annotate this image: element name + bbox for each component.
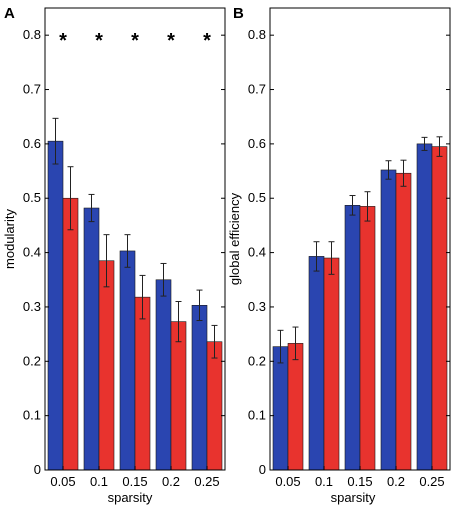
panel-letter: A	[4, 5, 15, 22]
bar-series-1-0.25	[191, 305, 208, 471]
bar-series-1-0.15	[344, 205, 361, 471]
y-tick-label: 0.4	[23, 245, 41, 260]
y-tick-label: 0.1	[248, 408, 266, 423]
y-tick-label: 0	[259, 462, 266, 477]
bar-series-1-0.25	[416, 143, 433, 471]
significance-star: *	[167, 30, 175, 52]
bar-series-1-0.05	[47, 140, 64, 471]
bar-series-1-0.1	[83, 207, 100, 471]
x-tick-label: 0.15	[347, 474, 372, 489]
y-tick-label: 0.5	[23, 190, 41, 205]
y-tick-label: 0.1	[23, 408, 41, 423]
y-tick-label: 0.2	[248, 353, 266, 368]
significance-star: *	[131, 30, 139, 52]
y-tick-label: 0.2	[23, 353, 41, 368]
bar-series-2-0.1	[323, 257, 340, 471]
significance-star: *	[59, 30, 67, 52]
bar-series-2-0.25	[206, 341, 223, 471]
y-tick-label: 0.6	[248, 136, 266, 151]
bar-series-2-0.15	[134, 296, 151, 471]
bar-series-1-0.05	[272, 346, 289, 471]
x-tick-label: 0.1	[315, 474, 333, 489]
bar-series-1-0.2	[380, 169, 397, 471]
y-tick-label: 0.8	[23, 27, 41, 42]
x-tick-label: 0.15	[122, 474, 147, 489]
y-tick-label: 0.5	[248, 190, 266, 205]
y-tick-label: 0.7	[23, 82, 41, 97]
y-tick-label: 0.7	[248, 82, 266, 97]
x-axis-label: sparsity	[108, 490, 153, 505]
bar-series-2-0.2	[170, 321, 187, 471]
y-tick-label: 0.3	[248, 299, 266, 314]
x-tick-label: 0.25	[194, 474, 219, 489]
panel-letter: B	[233, 5, 244, 22]
significance-star: *	[203, 30, 211, 52]
bar-series-2-0.25	[431, 146, 448, 471]
x-tick-label: 0.2	[162, 474, 180, 489]
bar-series-1-0.2	[155, 279, 172, 471]
significance-star: *	[95, 30, 103, 52]
bar-series-2-0.15	[359, 206, 376, 471]
y-tick-label: 0	[34, 462, 41, 477]
x-tick-label: 0.25	[419, 474, 444, 489]
bar-series-2-0.1	[98, 260, 115, 471]
bar-series-2-0.2	[395, 172, 412, 471]
x-tick-label: 0.2	[387, 474, 405, 489]
bar-series-2-0.05	[287, 343, 304, 471]
x-axis-label: sparsity	[331, 490, 376, 505]
bar-series-1-0.15	[119, 250, 136, 471]
y-axis-label: global efficiency	[227, 192, 242, 285]
y-tick-label: 0.4	[248, 245, 266, 260]
x-tick-label: 0.05	[275, 474, 300, 489]
y-tick-label: 0.6	[23, 136, 41, 151]
x-tick-label: 0.1	[90, 474, 108, 489]
y-tick-label: 0.3	[23, 299, 41, 314]
chart-panel-a: 0 0.1 0.2 0.3 0.4 0.5 0.6 0.7 0.8 0.05 0.1 0.15 0.2 0…	[2, 5, 226, 505]
chart-panel-b: 0 0.1 0.2 0.3 0.4 0.5 0.6 0.7 0.8 0.05 0.1 0.15 0.2 0…	[227, 5, 451, 505]
x-tick-label: 0.05	[50, 474, 75, 489]
bar-series-1-0.1	[308, 256, 325, 471]
bar-series-2-0.05	[62, 197, 79, 471]
y-axis-label: modularity	[2, 209, 17, 269]
y-tick-label: 0.8	[248, 27, 266, 42]
